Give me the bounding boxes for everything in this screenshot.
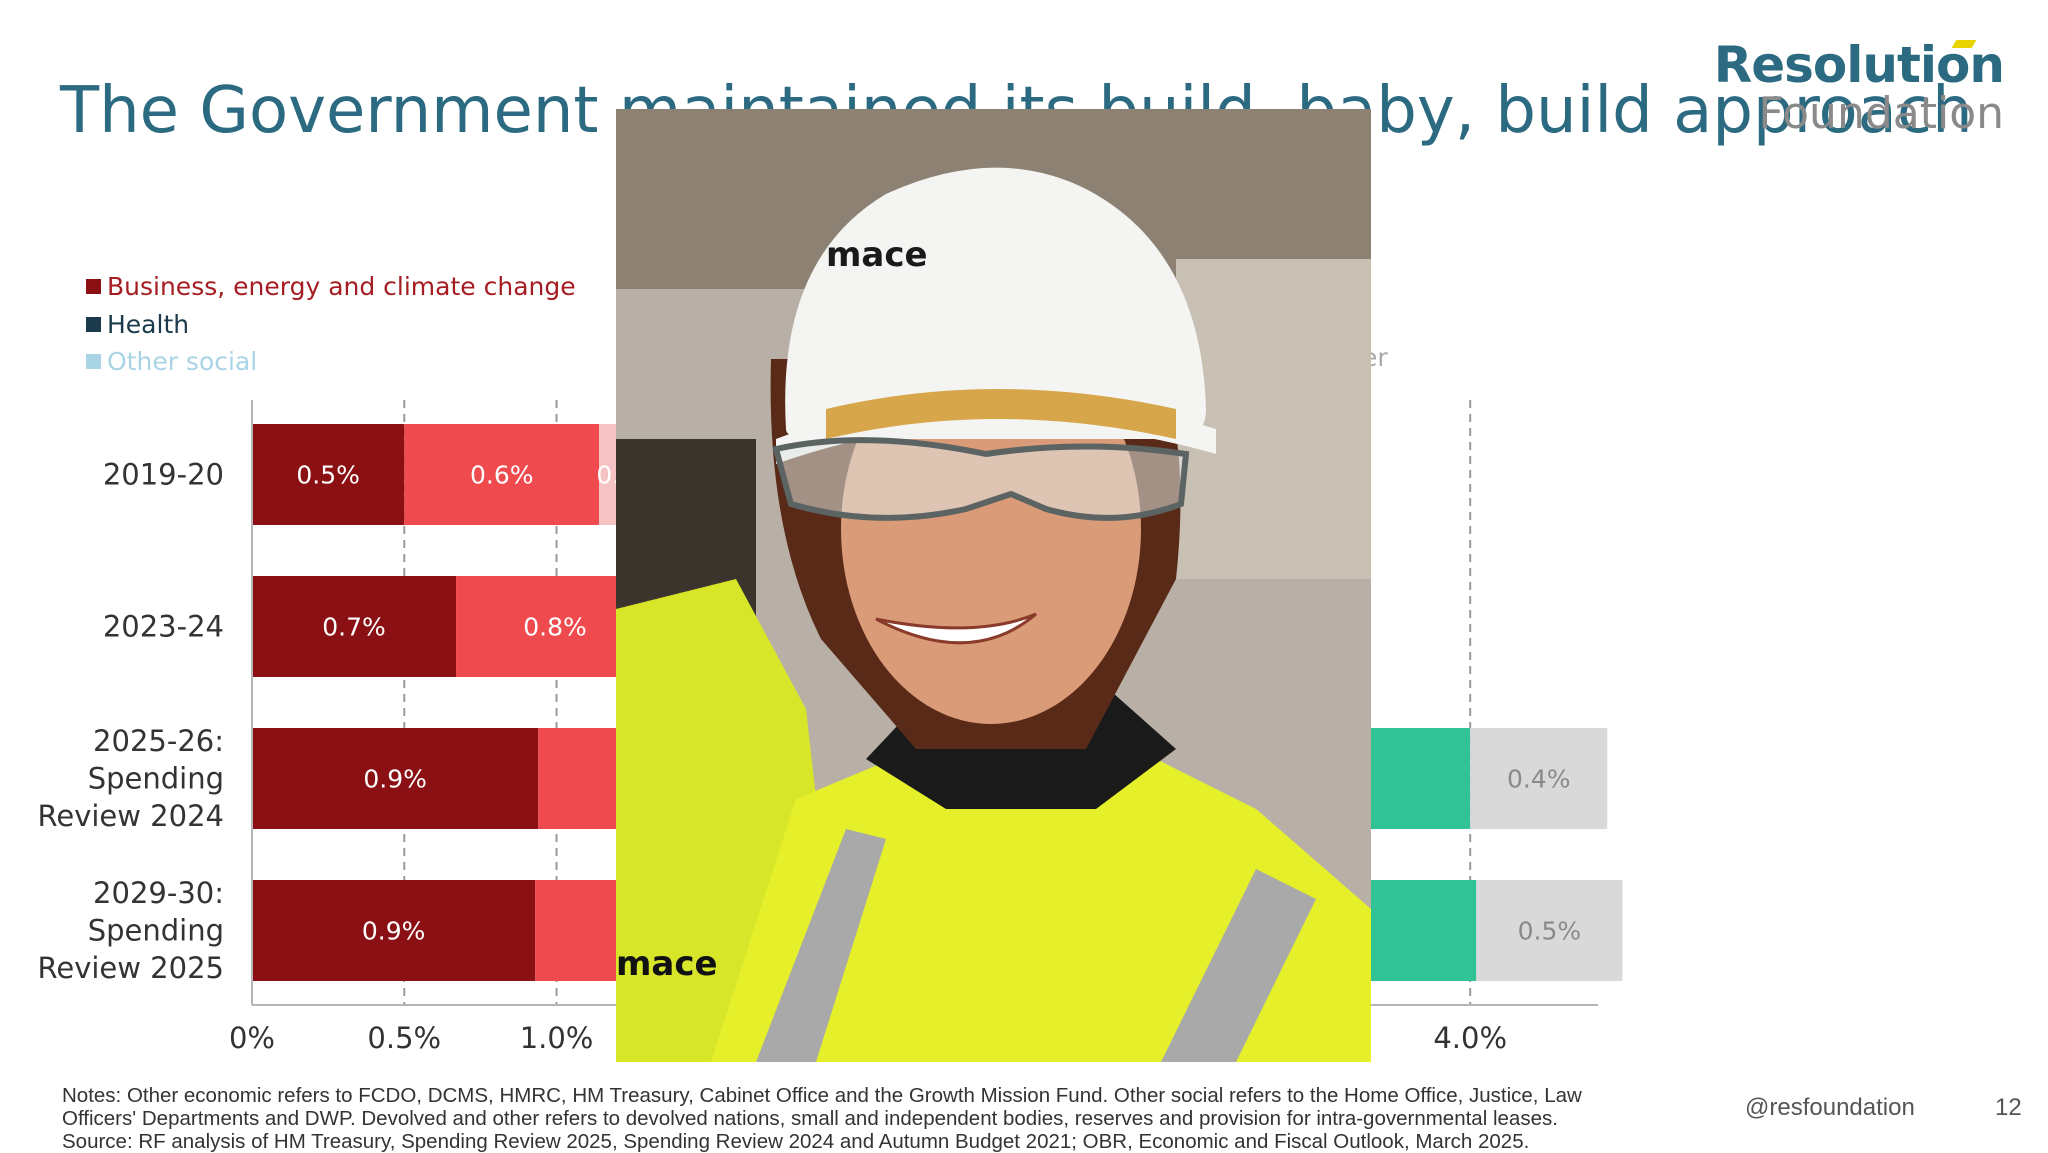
bar-segment xyxy=(404,424,600,525)
bar-segment xyxy=(1476,880,1623,981)
photo-overlay: mace mace xyxy=(616,109,1371,1062)
smile xyxy=(875,612,1037,645)
resolution-foundation-logo: Resolution Foundation xyxy=(1714,38,2005,139)
notes-line: Notes: Other economic refers to FCDO, DC… xyxy=(62,1084,1582,1107)
category-label-line: Spending xyxy=(88,762,224,796)
hard-hat xyxy=(785,167,1206,439)
bar-segment xyxy=(599,424,618,525)
data-label: 0. xyxy=(596,461,620,490)
safety-glasses xyxy=(772,437,1190,521)
bar-segment xyxy=(1470,728,1608,829)
category-label: 2019-20 xyxy=(103,458,224,492)
category-label-line: 2029-30: xyxy=(93,876,224,910)
data-label: 0.9% xyxy=(362,917,426,946)
x-tick-label: 0% xyxy=(229,1021,275,1055)
social-handle: @resfoundation xyxy=(1745,1094,1915,1121)
notes-line: Officers' Departments and DWP. Devolved … xyxy=(62,1107,1558,1130)
helmet-logo-text: mace xyxy=(826,235,928,275)
source-line: Source: RF analysis of HM Treasury, Spen… xyxy=(62,1130,1530,1153)
legend-label: Health xyxy=(107,309,190,339)
category-label: 2023-24 xyxy=(103,610,224,644)
data-label: 0.5% xyxy=(296,461,360,490)
category-label-line: 2019-20 xyxy=(103,458,224,492)
bar-segment xyxy=(252,424,405,525)
data-label: 0.6% xyxy=(470,461,534,490)
data-label: 0.8% xyxy=(523,613,587,642)
reflective-stripe-left xyxy=(756,829,886,1062)
legend-label: Business, energy and climate change xyxy=(107,272,576,302)
bar-segment xyxy=(252,880,536,981)
legend-label: Other social xyxy=(107,347,258,377)
x-tick-label: 1.0% xyxy=(520,1021,594,1055)
legend-swatch xyxy=(86,279,101,295)
bar-segment xyxy=(1357,728,1471,829)
category-label: 2025-26: Spending Review 2024 xyxy=(38,724,225,833)
hard-hat-band xyxy=(826,389,1176,439)
data-label: 0.9% xyxy=(363,765,427,794)
x-tick-label: 4.0% xyxy=(1433,1021,1507,1055)
bar-segment xyxy=(252,576,457,677)
legend-swatch xyxy=(86,316,101,332)
category-label-line: Review 2025 xyxy=(38,951,225,985)
chart-legend: Business, energy and climate change Heal… xyxy=(86,268,576,381)
reflective-stripe-right xyxy=(1161,869,1316,1062)
data-label: 0.5% xyxy=(1518,917,1582,946)
page-number: 12 xyxy=(1995,1094,2022,1121)
data-label: 0.7% xyxy=(322,613,386,642)
legend-item-health: Health xyxy=(86,306,576,344)
chart-notes: Notes: Other economic refers to FCDO, DC… xyxy=(62,1084,1682,1153)
legend-item-other-social: Other social xyxy=(86,343,576,381)
category-label: 2029-30: Spending Review 2025 xyxy=(38,876,225,985)
x-tick-label: 0.5% xyxy=(367,1021,441,1055)
category-label-line: 2023-24 xyxy=(103,610,224,644)
data-label: 0.4% xyxy=(1507,765,1571,794)
category-label-line: 2025-26: xyxy=(93,724,224,758)
category-label-line: Spending xyxy=(88,914,224,948)
site-wall xyxy=(1176,259,1371,579)
bar-segment xyxy=(252,728,539,829)
vest-logo-text: mace xyxy=(616,944,718,984)
legend-swatch xyxy=(86,354,101,370)
logo-line-2: Foundation xyxy=(1758,88,2004,139)
photo-illustration: mace mace xyxy=(616,109,1371,1062)
category-label-line: Review 2024 xyxy=(38,799,225,833)
legend-item-business: Business, energy and climate change xyxy=(86,268,576,306)
